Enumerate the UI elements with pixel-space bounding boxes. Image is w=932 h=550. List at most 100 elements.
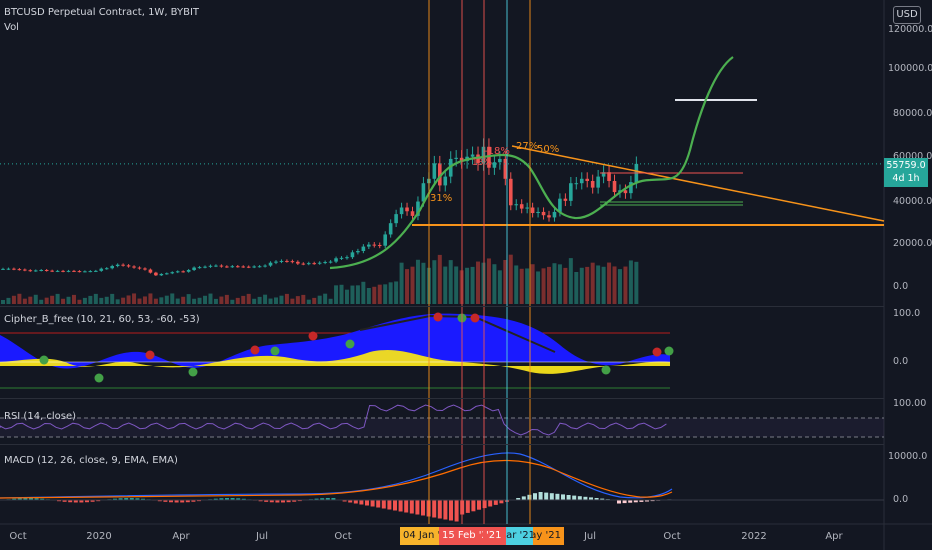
macd-histogram-bar (549, 493, 554, 501)
time-tag-may: May '21 (533, 527, 564, 545)
candle-body (547, 215, 551, 218)
macd-histogram-bar (236, 498, 241, 501)
volume-bar (148, 293, 153, 304)
volume-bar (268, 298, 273, 304)
candle-body (104, 268, 109, 270)
candle-body (372, 244, 377, 246)
volume-bar (334, 285, 339, 304)
volume-bar (170, 293, 175, 304)
candle-body (306, 263, 311, 265)
price-label-100k: 100000.0 (888, 63, 932, 74)
macd-histogram-bar (180, 500, 185, 503)
volume-bar (66, 296, 71, 304)
macd-histogram-bar (286, 500, 291, 503)
macd-histogram-bar (230, 498, 235, 501)
macd-histogram-bar (465, 500, 470, 513)
last-price-value: 55759.0 (886, 160, 926, 171)
pane-separator-2[interactable] (0, 398, 884, 399)
candle-body (99, 268, 104, 271)
macd-histogram-bar (57, 500, 61, 502)
candle-body (443, 176, 448, 186)
pct-label-neg18: -18% (484, 146, 510, 157)
macd-histogram-bar (275, 500, 280, 503)
volume-bar (634, 261, 639, 304)
volume-bar (617, 269, 622, 304)
volume-bar (612, 266, 617, 304)
pane-separator-1[interactable] (0, 306, 884, 307)
macd-histogram-bar (583, 496, 588, 501)
volume-bar (339, 284, 344, 304)
macd-histogram-bar (348, 500, 353, 503)
volume-bar (153, 298, 158, 304)
macd-histogram-bar (398, 500, 403, 512)
macd-histogram-bar (404, 500, 409, 513)
volume-bar (88, 295, 93, 304)
rsi-line (0, 404, 667, 436)
volume-bar (39, 299, 44, 304)
candle-body (552, 211, 557, 218)
macd-histogram-bar (191, 500, 196, 502)
macd-histogram-bar (538, 492, 543, 501)
price-label-60k: 60000.0 (893, 151, 932, 162)
macd-histogram-bar (325, 498, 330, 501)
currency-badge[interactable]: USD (893, 6, 921, 24)
volume-bar (1, 300, 5, 304)
volume-bar (312, 297, 317, 304)
time-label-jul-2020: Jul (255, 531, 269, 542)
volume-bar (186, 294, 191, 304)
candle-body (317, 262, 322, 264)
price-label-80k: 80000.0 (893, 108, 932, 119)
volume-bar (350, 285, 355, 304)
cipher-signal-dot (145, 350, 155, 360)
candle-body (285, 260, 289, 262)
cipher-signal-dot (664, 346, 674, 356)
volume-bar (203, 295, 208, 304)
candle-body (88, 271, 93, 273)
macd-histogram-bar (269, 500, 274, 503)
candle-body (268, 262, 273, 266)
symbol-legend[interactable]: BTCUSD Perpetual Contract, 1W, BYBIT (4, 7, 200, 18)
macd-histogram-bar (29, 498, 33, 501)
macd-histogram-bar (393, 500, 397, 511)
volume-bar (596, 265, 601, 304)
macd-histogram-bar (297, 500, 302, 502)
candle-body (590, 181, 595, 188)
macd-histogram-bar (169, 500, 173, 503)
macd-histogram-bar (381, 500, 386, 509)
macd-histogram-bar (353, 500, 358, 504)
candle-body (519, 204, 524, 209)
macd-histogram-bar (174, 500, 179, 503)
rsi-legend[interactable]: RSI (14, close) (4, 411, 77, 422)
candle-body (235, 266, 240, 268)
cipher-legend[interactable]: Cipher_B_free (10, 21, 60, 53, -60, -53) (4, 314, 200, 325)
candle-body (165, 273, 169, 275)
macd-line (0, 452, 673, 499)
pane-separator-3[interactable] (0, 444, 884, 445)
candle-body (219, 265, 224, 267)
volume-bar (104, 296, 109, 304)
macd-histogram-bar (62, 500, 67, 502)
macd-histogram-bar (633, 500, 638, 503)
cipher-signal-dot (308, 331, 318, 341)
macd-legend[interactable]: MACD (12, 26, close, 9, EMA, EMA) (4, 455, 178, 466)
volume-bar (443, 266, 448, 304)
candle-body (350, 252, 355, 258)
macd-histogram-bar (23, 498, 28, 501)
volume-bar (399, 262, 404, 304)
candle-body (356, 251, 360, 253)
cipher-signal-dot (188, 367, 198, 377)
time-label-apr-2020: Apr (172, 531, 190, 542)
volume-bar (470, 266, 475, 304)
candle-body (405, 207, 409, 212)
cipher-signal-dot (94, 373, 104, 383)
candle-body (312, 263, 317, 265)
volume-bar (132, 293, 137, 304)
macd-histogram-bar (628, 500, 633, 503)
candle-body (367, 244, 371, 247)
candle-body (410, 211, 415, 216)
candle-body (1, 268, 5, 270)
volume-bar (61, 298, 66, 304)
volume-legend[interactable]: Vol (4, 22, 19, 33)
volume-bar (126, 295, 131, 304)
